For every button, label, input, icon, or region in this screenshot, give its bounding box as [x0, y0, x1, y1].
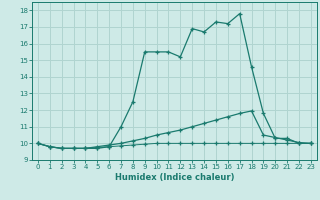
X-axis label: Humidex (Indice chaleur): Humidex (Indice chaleur) — [115, 173, 234, 182]
